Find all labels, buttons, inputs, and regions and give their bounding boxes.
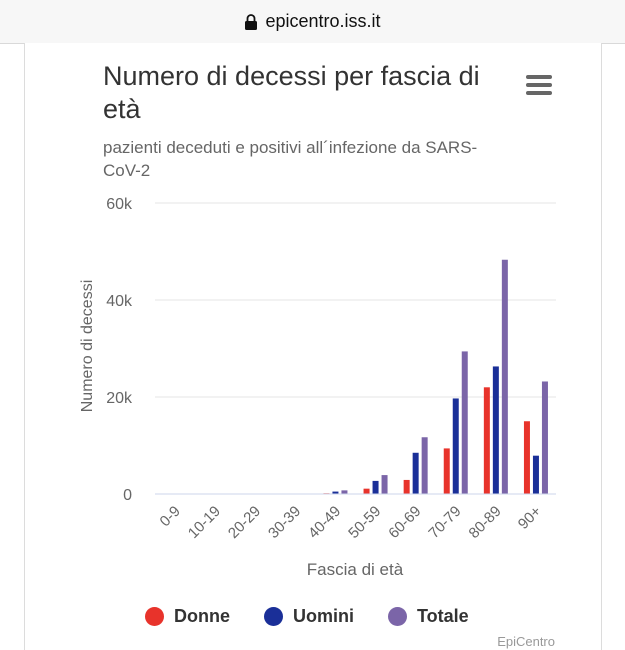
chart-subtitle: pazienti deceduti e positivi all´infezio… [103,138,478,180]
legend-item-donne[interactable]: Donne [145,606,230,627]
bar-totale-60-69[interactable] [421,437,428,494]
x-tick-label: 90+ [515,503,545,533]
bar-donne-90+[interactable] [523,421,530,494]
x-axis-title: Fascia di età [307,560,404,579]
chart-title: Numero di decessi per fascia di età [103,61,480,124]
chart-credits[interactable]: EpiCentro [497,634,555,649]
bars [323,259,548,494]
bar-donne-70-79[interactable] [443,448,450,494]
lock-icon [245,13,258,30]
bar-totale-40-49[interactable] [341,490,348,494]
x-tick-label: 30-39 [265,503,304,542]
x-tick-label: 20-29 [225,503,264,542]
x-tick-label: 0-9 [157,503,184,530]
y-tick-label: 0 [123,487,132,504]
x-tick-label: 50-59 [345,503,384,542]
bar-totale-90+[interactable] [541,381,548,494]
bar-uomini-70-79[interactable] [452,398,459,494]
bar-uomini-50-59[interactable] [372,480,379,494]
legend-item-totale[interactable]: Totale [388,606,469,627]
legend-marker [145,606,164,626]
y-tick-label: 40k [106,293,133,310]
hamburger-menu-icon[interactable] [520,70,556,100]
legend-marker [264,606,283,626]
bar-chart: 0 20k 40k 60k 0-9 10-19 20-29 30-39 40-49 50-59 60… [79,196,556,579]
x-tick-label: 40-49 [305,503,344,542]
bar-donne-60-69[interactable] [403,479,410,494]
bar-uomini-40-49[interactable] [332,491,339,494]
y-tick-label: 60k [106,196,133,213]
x-tick-label: 60-69 [385,503,424,542]
bar-totale-50-59[interactable] [381,475,388,494]
x-tick-label: 70-79 [425,503,464,542]
legend-marker [388,606,407,626]
legend-label: Donne [174,605,230,626]
legend-item-uomini[interactable]: Uomini [264,606,354,627]
legend-label: Totale [417,605,469,626]
bar-donne-50-59[interactable] [363,488,370,494]
bar-uomini-90+[interactable] [532,455,539,494]
x-tick-label: 80-89 [466,503,505,542]
bar-donne-80-89[interactable] [483,387,490,494]
address-url: epicentro.iss.it [265,11,381,31]
y-tick-label: 20k [106,390,133,407]
chart-legend: Donne Uomini Totale [145,602,503,630]
x-tick-label: 10-19 [185,503,224,542]
legend-label: Uomini [293,605,354,626]
bar-uomini-60-69[interactable] [412,452,419,494]
bar-totale-80-89[interactable] [501,259,508,494]
y-axis-title: Numero di decessi [79,280,96,413]
bar-totale-70-79[interactable] [461,351,468,494]
bar-uomini-80-89[interactable] [492,366,499,494]
